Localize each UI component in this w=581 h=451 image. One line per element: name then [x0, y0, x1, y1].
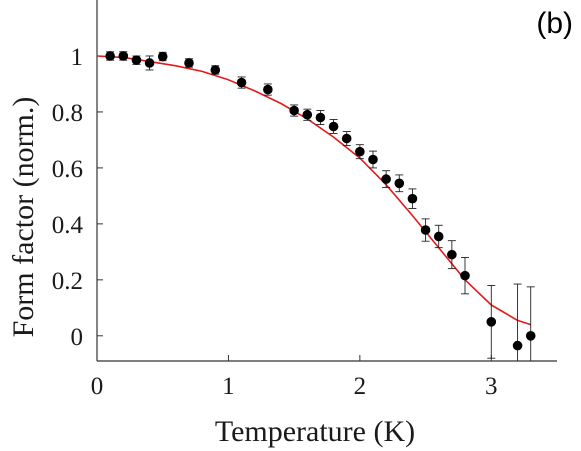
data-point	[394, 178, 405, 189]
data-point	[118, 51, 129, 61]
y-tick-label: 0	[71, 324, 84, 351]
data-point	[447, 249, 457, 260]
y-tick-label: 0.6	[52, 156, 83, 183]
ticks: 0 1 2 3 0 0.2 0.4 0.6 0.8 1	[52, 44, 498, 400]
axes	[96, 0, 557, 362]
data-point	[105, 51, 115, 61]
x-tick-label: 1	[222, 373, 235, 400]
data-point	[486, 317, 497, 327]
data-point	[420, 225, 431, 235]
data-point	[407, 193, 418, 204]
data-point	[157, 51, 168, 62]
data-point	[368, 154, 378, 165]
fit-curve-layer	[96, 55, 531, 326]
y-tick-label: 0.2	[52, 268, 83, 295]
data-point	[381, 174, 391, 184]
y-tick-label: 0.8	[52, 100, 83, 127]
data-point	[236, 77, 247, 88]
data-point	[525, 331, 536, 341]
error-bar	[526, 286, 535, 361]
data-point	[131, 55, 142, 65]
data-point	[144, 58, 155, 68]
data-point	[512, 340, 523, 351]
fit-curve	[96, 55, 531, 326]
y-axis-label: Form factor (norm.)	[7, 97, 40, 338]
data-point	[289, 105, 299, 116]
data-point	[341, 133, 352, 144]
y-tick-label: 1	[71, 44, 84, 71]
data-point	[355, 146, 365, 157]
panel-label: (b)	[536, 7, 573, 40]
data-point	[315, 112, 326, 123]
x-tick-label: 0	[91, 373, 104, 400]
x-axis-label: Temperature (K)	[215, 415, 415, 448]
x-tick-label: 3	[485, 373, 498, 400]
data-point	[460, 270, 470, 281]
y-tick-label: 0.4	[52, 212, 84, 239]
errorbar-layer	[106, 51, 535, 361]
data-point	[184, 58, 194, 68]
data-point	[302, 109, 313, 120]
data-point	[210, 65, 221, 75]
data-point	[263, 84, 273, 95]
data-point	[433, 231, 444, 242]
x-tick-label: 2	[354, 373, 367, 400]
points-layer	[105, 51, 536, 351]
data-point	[328, 121, 339, 132]
